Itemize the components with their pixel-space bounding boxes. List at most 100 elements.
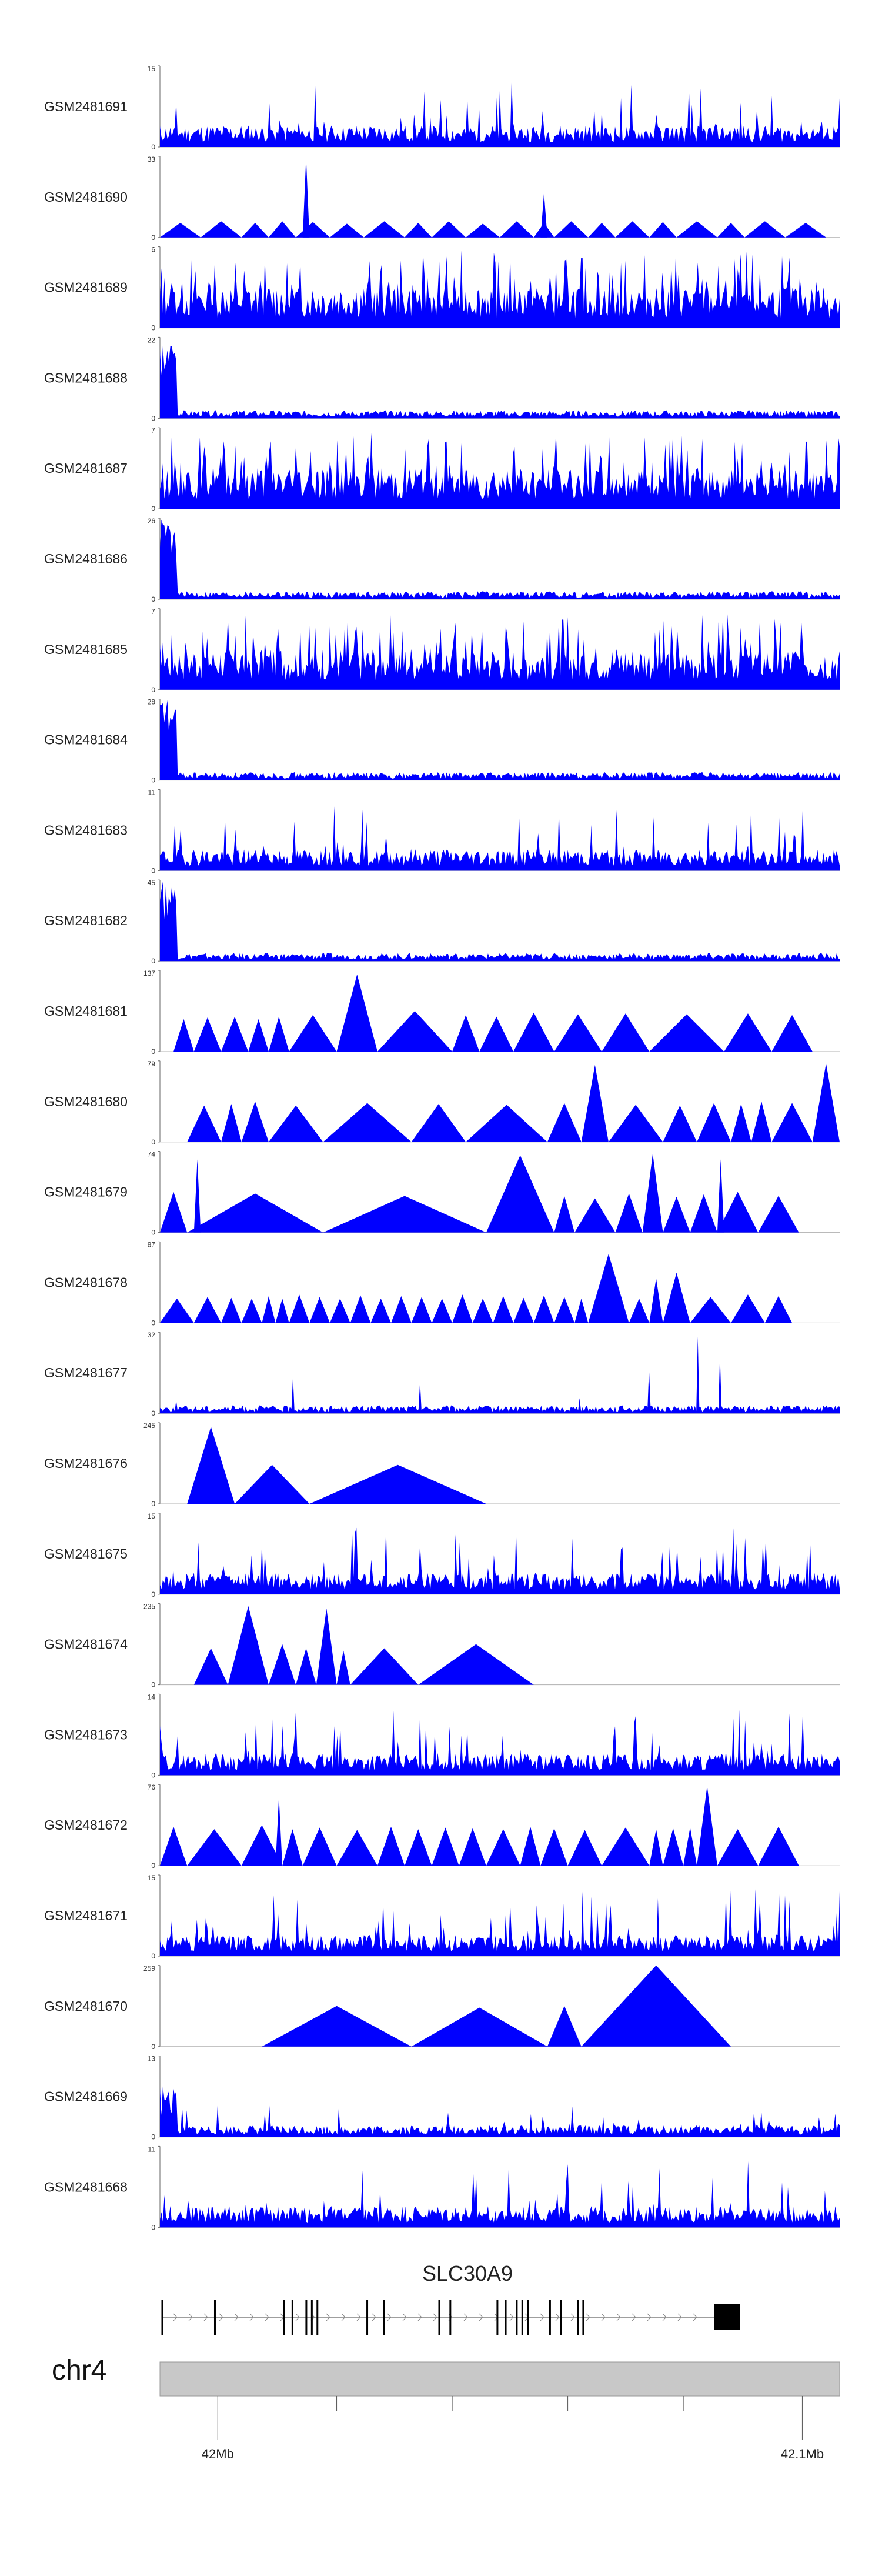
- y-min-label: 0: [151, 143, 155, 151]
- coverage-peak: [751, 1101, 772, 1142]
- coverage-peak: [296, 222, 330, 238]
- coverage-area: [160, 80, 840, 147]
- track-GSM2481687: GSM2481687 7 0: [44, 426, 840, 513]
- track-label: GSM2481689: [44, 280, 128, 295]
- track-label: GSM2481671: [44, 1908, 128, 1923]
- strand-arrow: [586, 2313, 590, 2321]
- track-GSM2481675: GSM2481675 15 0: [44, 1512, 840, 1599]
- track-GSM2481673: GSM2481673 14 0: [44, 1693, 840, 1779]
- coverage-peak: [466, 1105, 547, 1142]
- coverage-peak: [785, 222, 826, 238]
- track-label: GSM2481687: [44, 461, 128, 476]
- coverage-peak: [309, 1464, 486, 1504]
- coverage-peak: [615, 221, 650, 238]
- coverage-peak: [771, 1103, 813, 1142]
- y-max-label: 33: [148, 155, 156, 163]
- exon: [383, 2300, 385, 2335]
- exon: [577, 2300, 579, 2335]
- y-max-label: 74: [148, 1150, 156, 1159]
- exon: [438, 2300, 440, 2335]
- y-max-label: 6: [151, 246, 155, 254]
- coverage-peak: [241, 1299, 262, 1323]
- coverage-peak: [533, 1295, 554, 1323]
- coverage-peak: [405, 1829, 432, 1866]
- track-label: GSM2481673: [44, 1727, 128, 1742]
- y-max-label: 87: [148, 1240, 156, 1249]
- y-min-label: 0: [151, 1681, 155, 1689]
- coverage-peak: [187, 1105, 222, 1142]
- track-label: GSM2481677: [44, 1365, 128, 1380]
- coverage-peak: [690, 1297, 731, 1323]
- coverage-peak: [193, 1297, 222, 1323]
- coverage-peak: [663, 1272, 690, 1323]
- coverage-peak: [629, 1299, 650, 1323]
- coverage-peak: [690, 1194, 717, 1233]
- coverage-area: [160, 250, 840, 328]
- y-max-label: 13: [148, 2055, 156, 2063]
- coverage-peak: [574, 1299, 589, 1323]
- strand-arrow: [219, 2313, 223, 2321]
- coverage-peak: [411, 1103, 466, 1142]
- track-label: GSM2481680: [44, 1094, 128, 1109]
- track-GSM2481688: GSM2481688 22 0: [44, 336, 840, 422]
- y-min-label: 0: [151, 866, 155, 875]
- strand-arrow: [234, 2313, 239, 2321]
- coverage-peak: [268, 221, 296, 238]
- y-max-label: 137: [143, 969, 155, 977]
- coverage-peak: [262, 2006, 412, 2047]
- coverage-peak: [187, 1829, 242, 1866]
- coverage-area: [160, 1710, 840, 1776]
- chromosome-label: chr4: [52, 2355, 106, 2386]
- track-label: GSM2481672: [44, 1817, 128, 1833]
- coverage-peak: [547, 1103, 582, 1142]
- coverage-peak: [486, 1155, 554, 1233]
- y-min-label: 0: [151, 957, 155, 965]
- y-max-label: 7: [151, 426, 155, 435]
- y-max-label: 259: [143, 1964, 155, 1973]
- coverage-peak: [588, 1254, 629, 1323]
- coverage-peak: [717, 1159, 724, 1233]
- track-GSM2481682: GSM2481682 45 0: [44, 879, 840, 965]
- exon: [549, 2300, 551, 2335]
- coverage-peak: [275, 1299, 289, 1323]
- coverage-peak: [241, 1825, 283, 1866]
- coverage-peak: [323, 1196, 486, 1233]
- y-min-label: 0: [151, 1319, 155, 1327]
- coverage-peak: [309, 1297, 330, 1323]
- coverage-peak: [241, 222, 269, 238]
- y-max-label: 15: [148, 1874, 156, 1882]
- gene-model-track: SLC30A9: [161, 2261, 740, 2335]
- coverage-peak: [581, 1065, 609, 1142]
- chromosome-band: [159, 2361, 840, 2397]
- strand-arrow: [326, 2313, 330, 2321]
- gene-label: SLC30A9: [422, 2261, 513, 2285]
- coverage-peak: [248, 1019, 269, 1052]
- exon: [527, 2300, 529, 2335]
- strand-arrow: [402, 2313, 407, 2321]
- coverage-peak: [323, 1103, 412, 1142]
- coverage-peak: [336, 1650, 350, 1685]
- coverage-peak: [649, 222, 677, 238]
- track-label: GSM2481678: [44, 1274, 128, 1290]
- track-GSM2481683: GSM2481683 11 0: [44, 788, 840, 875]
- y-min-label: 0: [151, 1138, 155, 1146]
- coverage-peak: [581, 1965, 731, 2047]
- coverage-peak: [744, 221, 786, 238]
- coverage-area: [160, 613, 840, 690]
- strand-arrow: [570, 2313, 575, 2321]
- track-label: GSM2481683: [44, 822, 128, 837]
- coverage-peak: [418, 1644, 534, 1685]
- coverage-peak: [588, 222, 616, 238]
- coverage-peak: [350, 1648, 419, 1685]
- coverage-area: [160, 1336, 840, 1414]
- track-label: GSM2481670: [44, 1998, 128, 2014]
- exon: [305, 2300, 308, 2335]
- coverage-peak: [201, 221, 242, 238]
- coverage-peak: [520, 1826, 541, 1866]
- coverage-peak: [160, 1299, 194, 1323]
- coverage-peak: [513, 1297, 534, 1323]
- y-max-label: 79: [148, 1060, 156, 1068]
- y-max-label: 11: [148, 2145, 156, 2153]
- y-min-label: 0: [151, 233, 155, 242]
- y-max-label: 22: [148, 336, 156, 344]
